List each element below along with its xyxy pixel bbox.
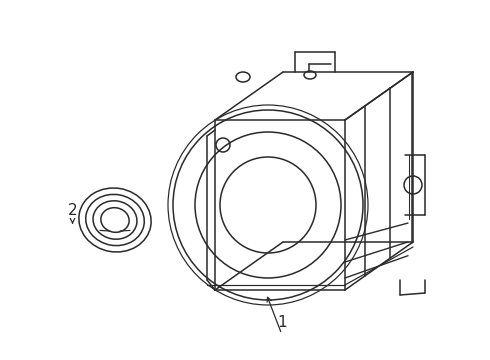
- Text: 2: 2: [68, 203, 77, 218]
- Text: 1: 1: [277, 315, 287, 330]
